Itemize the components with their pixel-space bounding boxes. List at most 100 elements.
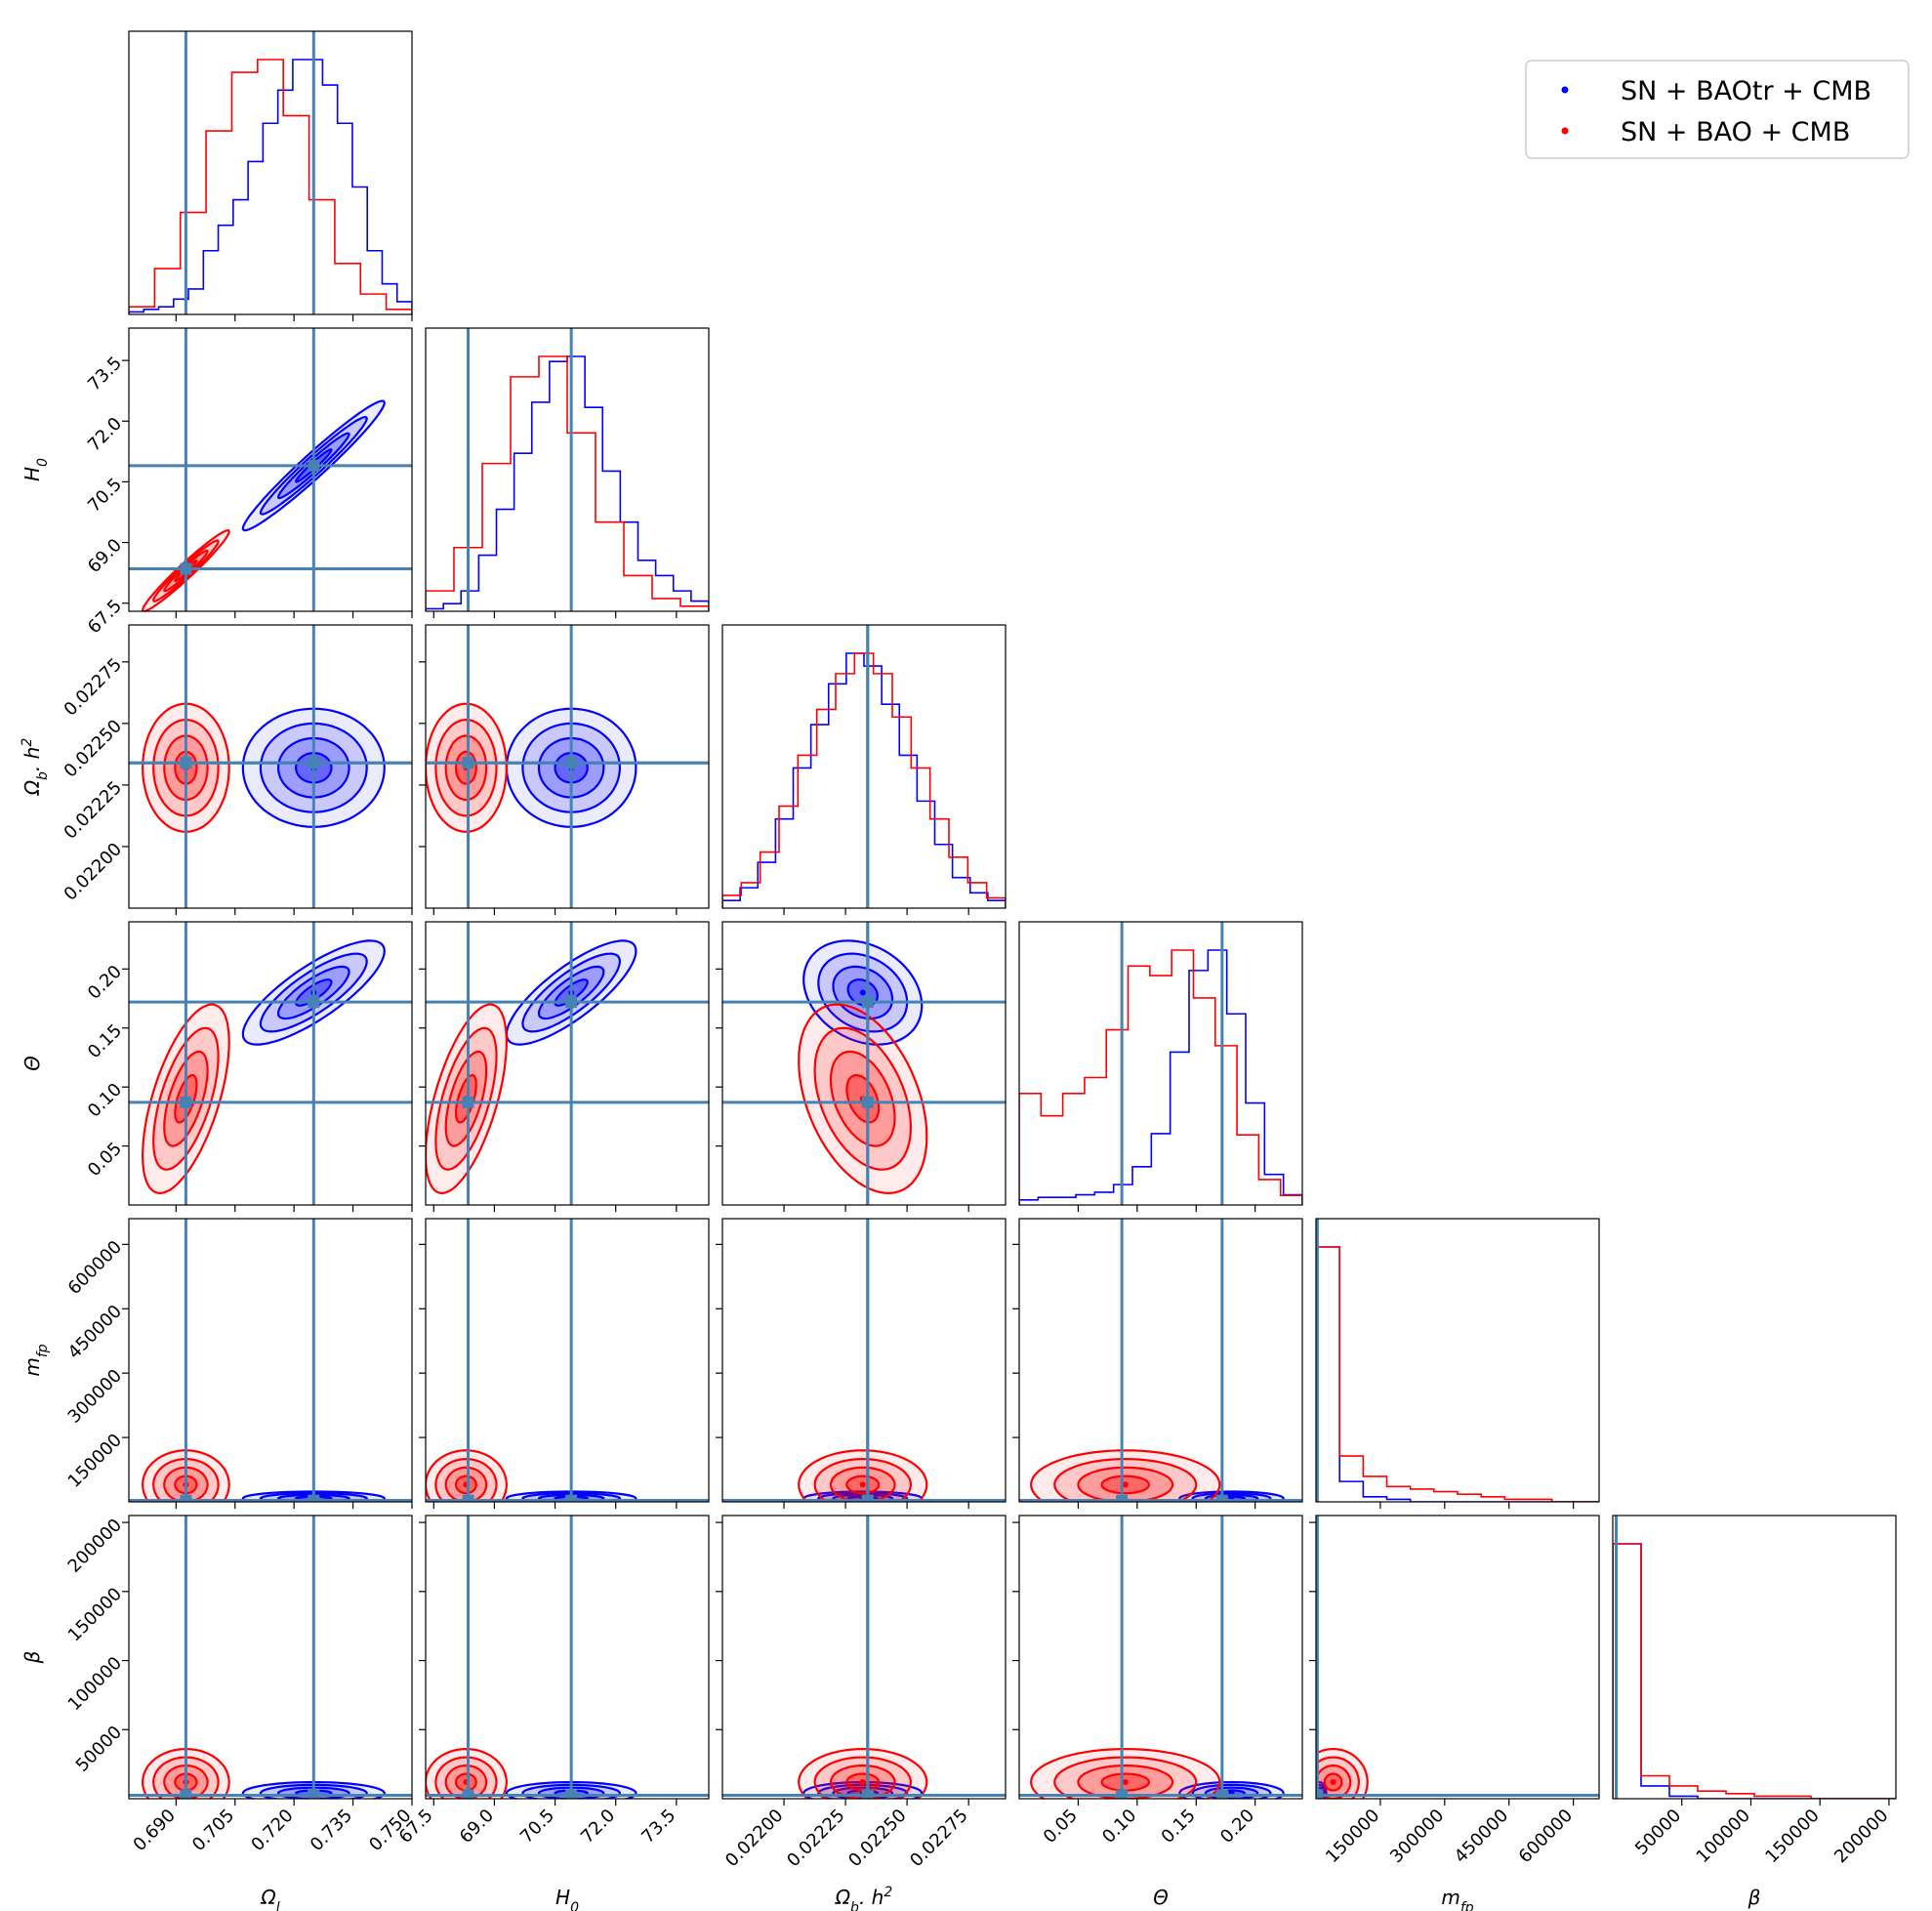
y-tick-label-h0: 72.0: [84, 414, 126, 456]
panel-background: [129, 1516, 412, 1799]
panel-frame: [1612, 1515, 1897, 1800]
ylabel-h0-subscript: 0: [35, 458, 51, 467]
panel-content: [722, 1219, 1006, 1502]
truth-marker-blue: [565, 996, 578, 1009]
x-tick-label-theta: 0.20: [1216, 1806, 1258, 1848]
panel-frame: [1018, 1515, 1303, 1800]
contour-center-red: [859, 1481, 866, 1488]
panel-content: [1316, 1516, 1599, 1799]
y-tick-label-m_fp: 600000: [64, 1237, 126, 1299]
x-tick-label-h0: 73.5: [637, 1806, 679, 1848]
panel-frame: [721, 921, 1007, 1206]
xlabel-h0-symbol: H: [555, 1886, 570, 1909]
xlabel-theta-symbol: Θ: [1153, 1886, 1169, 1909]
x-tick-label-m_fp: 300000: [1386, 1806, 1448, 1867]
panel-frame: [425, 1515, 710, 1800]
hist-omega_b_h2-blue: [722, 652, 1006, 908]
ylabel-m_fp-symbol: m: [21, 1357, 44, 1376]
y-tick-label-theta: 0.20: [84, 962, 126, 1004]
x-tick-label-omega_b_h2: 0.02250: [844, 1806, 910, 1871]
xlabel-h0-subscript: 0: [570, 1900, 579, 1911]
panel-background: [1613, 1516, 1896, 1799]
xlabel-m_fp: mfp: [1441, 1886, 1473, 1911]
panel-frame: [1315, 1218, 1600, 1503]
truth-marker-blue: [1215, 1494, 1228, 1502]
panel-content: [426, 922, 709, 1205]
panel-content: [1316, 1219, 1599, 1502]
panel-content: [129, 1219, 412, 1502]
hist-omega_l-blue: [129, 59, 412, 314]
x-tick-label-theta: 0.15: [1158, 1806, 1200, 1848]
x-tick-label-m_fp: 600000: [1515, 1806, 1577, 1867]
panel-frame: [128, 1218, 413, 1503]
y-tick-label-theta: 0.15: [84, 1020, 126, 1062]
xlabel-theta: Θ: [1153, 1886, 1169, 1909]
x-tick-label-h0: 72.0: [577, 1806, 619, 1848]
y-tick-label-beta: 50000: [72, 1722, 126, 1775]
truth-marker-blue: [308, 1494, 320, 1502]
y-tick-label-omega_b_h2: 0.02250: [61, 716, 126, 781]
panel-content: [722, 922, 1006, 1205]
y-tick-label-theta: 0.05: [84, 1139, 126, 1181]
contour-red-3: [434, 1756, 498, 1799]
x-tick-label-h0: 69.0: [456, 1806, 498, 1848]
panel-h0-vs-h0: [425, 327, 710, 618]
panel-beta-vs-omega_l: 0.690 0.705 0.720 0.735 0.750500001000001500…: [64, 1515, 416, 1855]
hist-theta-blue: [1019, 949, 1302, 1205]
x-tick-label-beta: 50000: [1631, 1806, 1685, 1859]
panel-beta-vs-m_fp: 150000 300000 450000 600000: [1309, 1515, 1600, 1867]
xlabel-beta: β: [1747, 1886, 1761, 1909]
panel-content: [1613, 1516, 1896, 1799]
truth-marker-red: [1116, 1494, 1129, 1502]
x-tick-label-beta: 150000: [1761, 1806, 1823, 1867]
panel-background: [722, 1219, 1006, 1502]
panel-content: [426, 1219, 709, 1502]
ylabel-omega_b_h2-symbol: Ω: [21, 779, 44, 796]
contour-red-3: [813, 1756, 913, 1799]
xlabel-h0: H0: [555, 1886, 579, 1911]
truth-marker-red: [462, 1789, 474, 1799]
panel-frame: [425, 624, 710, 909]
panel-background: [129, 31, 412, 314]
x-tick-label-beta: 100000: [1693, 1806, 1754, 1867]
panel-content: [129, 31, 412, 314]
contour-center-red: [859, 1779, 866, 1786]
y-tick-label-omega_b_h2: 0.02275: [61, 654, 126, 720]
panel-h0-vs-omega_l: 67.5 69.0 70.5 72.0 73.5: [84, 327, 413, 638]
y-tick-label-beta: 100000: [64, 1653, 126, 1715]
contour-red-4: [1316, 1747, 1369, 1799]
ylabel-theta-symbol: Θ: [21, 1056, 44, 1071]
panel-background: [722, 1516, 1006, 1799]
xlabel-beta-symbol: β: [1747, 1886, 1761, 1909]
y-tick-label-h0: 69.0: [84, 535, 126, 577]
y-tick-label-m_fp: 300000: [64, 1365, 126, 1427]
panel-content: [1019, 922, 1302, 1205]
truth-marker-red: [861, 1096, 874, 1108]
panel-content: [1019, 1219, 1302, 1502]
y-tick-label-h0: 70.5: [84, 475, 126, 517]
truth-marker-blue: [308, 996, 320, 1009]
panel-content: [426, 625, 709, 908]
xlabel-omega_b_h2-symbol: Ω: [835, 1886, 851, 1909]
xlabel-omega_b_h2-superscript: 2: [884, 1885, 892, 1900]
panel-background: [1019, 1219, 1302, 1502]
panel-beta-vs-beta: 50000 100000 150000 200000: [1612, 1515, 1897, 1867]
hist-omega_l-red: [129, 59, 412, 314]
panel-frame: [128, 327, 413, 612]
ylabel-m_fp-subscript: fp: [35, 1344, 51, 1357]
x-tick-label-m_fp: 450000: [1451, 1806, 1512, 1867]
panel-content: [129, 625, 412, 908]
panel-m_fp-vs-theta: [1012, 1218, 1303, 1509]
panel-theta-vs-omega_b_h2: [716, 921, 1007, 1212]
x-tick-label-omega_l: 0.690: [130, 1806, 180, 1855]
y-tick-label-h0: 67.5: [84, 596, 126, 638]
ylabel-h0: H0: [21, 458, 51, 481]
panel-content: [129, 922, 412, 1205]
contour-center-blue: [859, 989, 866, 996]
panel-background: [129, 1219, 412, 1502]
y-tick-label-beta: 150000: [64, 1584, 126, 1645]
panel-background: [1316, 1219, 1599, 1502]
